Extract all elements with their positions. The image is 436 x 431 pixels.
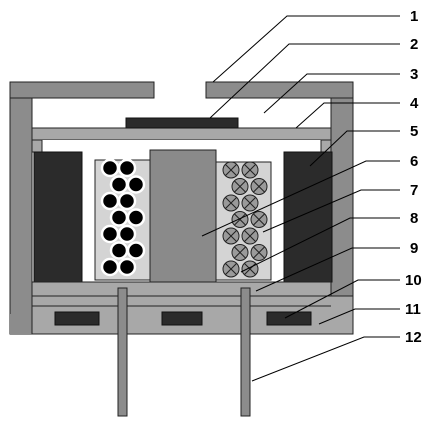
leader-lines [201,15,400,382]
dark-winding [117,257,137,277]
callout-10: 10 [405,272,422,289]
leader-line-8 [240,217,400,273]
lead-left [117,287,128,417]
dark-winding [109,208,129,227]
leader-line-10 [284,279,400,319]
dark-winding [126,241,146,260]
housing [9,81,354,335]
callout-9: 9 [410,240,418,257]
callout-1: 1 [410,8,418,25]
callout-5: 5 [410,123,418,140]
lead-right [240,287,251,417]
leader-line-3 [263,73,400,114]
base-insert-left [54,311,100,326]
winding-cross-mark [225,263,237,275]
callout-11: 11 [405,301,421,318]
left-coil-windings [100,158,146,277]
housing-top-left [9,81,155,99]
dark-winding [126,175,146,194]
winding-cross-mark [234,213,246,226]
winding-cross-mark [253,180,265,193]
callout-7: 7 [410,182,418,199]
top-plate [31,127,332,141]
winding-cross-mark [225,197,237,209]
dark-winding [100,158,120,178]
leader-line-7 [262,189,400,233]
dark-winding [126,208,146,227]
winding-cross-mark [234,246,246,259]
base-insert-center [161,311,203,326]
top-plate-gap [32,140,331,150]
leader-line-11 [318,308,400,325]
winding-cross-mark [234,180,246,193]
housing-left-wall [9,81,33,335]
dark-winding [100,224,120,244]
base-insert-right [266,311,312,326]
callout-2: 2 [410,36,418,53]
dark-winding [100,257,120,277]
leader-line-1 [212,15,400,83]
right-magnet [283,151,333,283]
callout-3: 3 [410,66,418,83]
callout-12: 12 [405,329,422,346]
winding-cross-mark [225,230,237,242]
callout-6: 6 [410,153,418,170]
dark-winding [109,175,129,194]
winding-cross-mark [244,197,256,209]
dark-winding [117,158,137,178]
dark-winding [109,241,129,260]
center-core [149,149,217,283]
dark-winding [117,224,137,244]
winding-cross-mark [253,246,265,259]
winding-cross-mark [244,164,256,176]
bottom-plate [31,281,332,297]
leader-line-2 [209,43,400,119]
callout-8: 8 [410,210,418,227]
right-coil-windings [222,161,268,278]
left-inner-post [31,139,43,153]
callout-4: 4 [410,95,419,112]
winding-cross-mark [225,164,237,176]
dark-winding [117,191,137,211]
leader-line-12 [251,336,400,382]
winding-cross-mark [253,213,265,226]
dark-winding [100,191,120,211]
callout-labels: 1 2 3 4 5 6 7 8 9 10 11 12 [405,8,422,346]
leader-line-4 [295,102,400,129]
leader-line-6 [201,160,400,237]
left-magnet [33,151,83,283]
leader-line-5 [309,130,400,167]
sample-strip [125,117,239,129]
housing-bottom-left [10,314,32,334]
housing-top-right [205,81,354,99]
winding-cross-mark [244,230,256,242]
leader-line-9 [255,247,400,292]
